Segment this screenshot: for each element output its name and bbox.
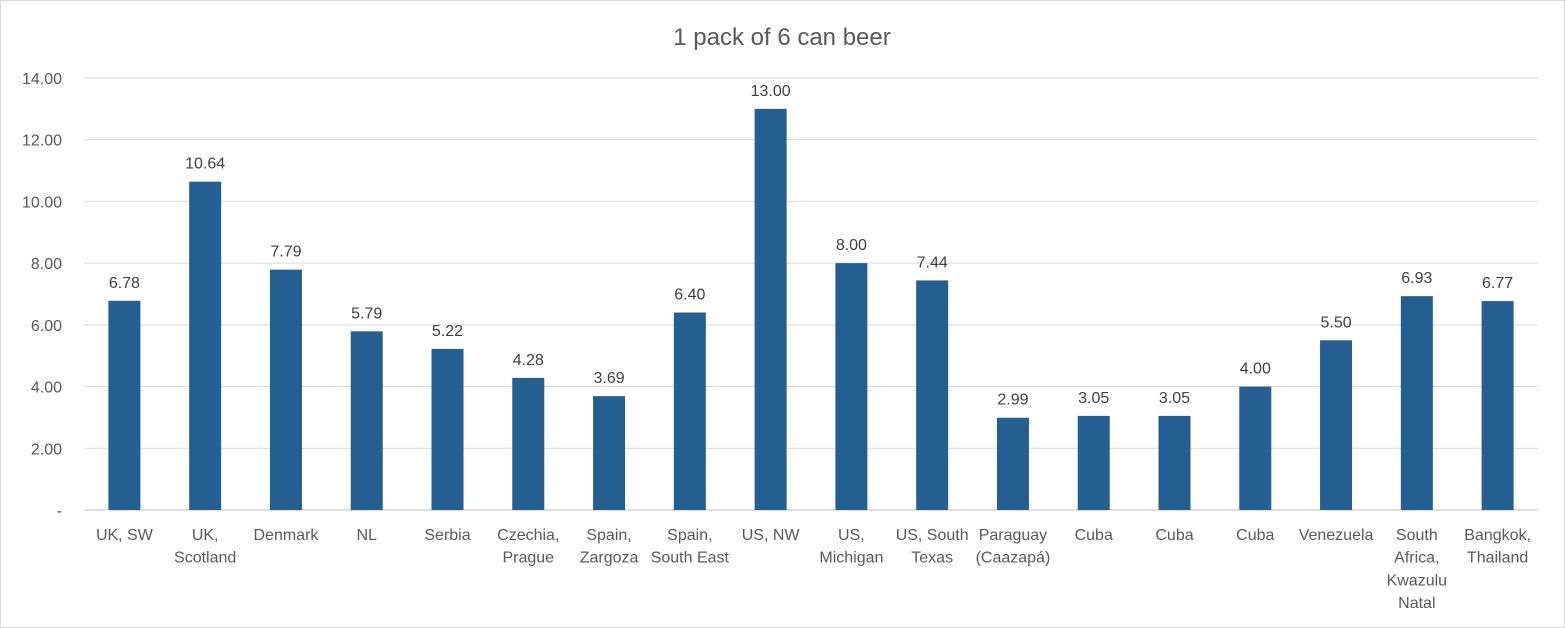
data-label: 5.79 — [351, 305, 382, 322]
bar — [916, 280, 949, 510]
x-tick-label: US, South Texas — [896, 527, 969, 567]
bar — [1239, 386, 1272, 510]
gridlines — [84, 77, 1538, 511]
x-tick-label: UK, SW — [96, 527, 154, 544]
data-label: 13.00 — [751, 83, 791, 100]
y-tick-label: 14.00 — [22, 71, 62, 88]
bar — [1320, 340, 1353, 510]
data-label: 7.79 — [270, 244, 301, 261]
x-tick-label-line: Scotland — [174, 550, 236, 567]
bar — [1077, 415, 1110, 510]
x-tick-label: NL — [356, 527, 377, 544]
bar — [754, 108, 787, 510]
x-tick-label: Cuba — [1155, 527, 1193, 544]
x-tick-label-line: Cuba — [1236, 527, 1274, 544]
y-tick-label: 12.00 — [22, 133, 62, 150]
x-tick-label-line: Zargoza — [580, 550, 639, 567]
y-tick-label: 2.00 — [31, 441, 62, 458]
x-tick-label-line: Venezuela — [1299, 527, 1374, 544]
bar — [1158, 415, 1191, 510]
x-tick-label-line: South East — [651, 550, 730, 567]
x-tick-label-line: NL — [356, 527, 377, 544]
bar — [1400, 296, 1433, 510]
x-tick-label-line: UK, — [192, 527, 219, 544]
x-tick-label: Cuba — [1236, 527, 1274, 544]
x-tick-label-line: Paraguay — [979, 527, 1048, 544]
x-tick-label: Denmark — [253, 527, 319, 544]
y-axis-ticks: - 2.00 4.00 6.00 8.00 10.00 12.00 14.00 — [22, 71, 62, 520]
x-tick-label: Venezuela — [1299, 527, 1374, 544]
bar — [835, 263, 868, 510]
bar — [1481, 301, 1514, 510]
bar — [431, 348, 464, 510]
data-label: 3.05 — [1159, 390, 1190, 407]
bars — [108, 108, 1514, 510]
bar — [673, 312, 706, 510]
x-tick-label-line: Serbia — [424, 527, 470, 544]
x-tick-label: Spain, South East — [651, 527, 730, 567]
bar — [350, 331, 383, 510]
x-tick-label: South Africa, Kwazulu Natal — [1387, 527, 1447, 612]
data-labels: 6.78 10.64 7.79 5.79 5.22 4.28 3.69 6.40 13.00 8.… — [109, 83, 1513, 409]
x-tick-label: Czechia, Prague — [497, 527, 559, 567]
y-tick-label: 10.00 — [22, 194, 62, 211]
x-tick-label-line: Africa, — [1394, 550, 1439, 567]
x-tick-label-line: Texas — [911, 550, 953, 567]
x-tick-label-line: Spain, — [667, 527, 712, 544]
x-tick-label-line: Cuba — [1155, 527, 1193, 544]
x-tick-label: Cuba — [1075, 527, 1113, 544]
x-tick-label-line: (Caazapá) — [976, 550, 1051, 567]
x-tick-label-line: Denmark — [253, 527, 319, 544]
bar — [108, 300, 141, 510]
x-tick-label-line: South — [1396, 527, 1438, 544]
data-label: 4.00 — [1240, 361, 1271, 378]
x-tick-label-line: Natal — [1398, 595, 1435, 612]
bar — [189, 181, 222, 510]
bar — [996, 417, 1029, 510]
y-tick-label: - — [57, 503, 62, 520]
x-tick-label-line: Cuba — [1075, 527, 1113, 544]
x-tick-label: US, NW — [742, 527, 801, 544]
data-label: 3.05 — [1078, 390, 1109, 407]
data-label: 8.00 — [836, 237, 867, 254]
x-tick-label-line: US, NW — [742, 527, 801, 544]
x-tick-label-line: Czechia, — [497, 527, 559, 544]
x-tick-label-line: Michigan — [819, 550, 883, 567]
data-label: 3.69 — [593, 370, 624, 387]
x-tick-label: Spain, Zargoza — [580, 527, 639, 567]
y-tick-label: 8.00 — [31, 256, 62, 273]
x-tick-label-line: Thailand — [1467, 550, 1528, 567]
x-tick-label: Serbia — [424, 527, 470, 544]
y-tick-label: 6.00 — [31, 318, 62, 335]
x-tick-label: Bangkok, Thailand — [1464, 527, 1531, 567]
x-tick-label: UK, Scotland — [174, 527, 236, 567]
chart-title: 1 pack of 6 can beer — [673, 24, 890, 51]
data-label: 6.93 — [1401, 270, 1432, 287]
bar — [269, 269, 302, 510]
x-tick-label-line: US, — [838, 527, 865, 544]
x-tick-label-line: Prague — [502, 550, 554, 567]
data-label: 5.22 — [432, 323, 463, 340]
x-tick-label: Paraguay (Caazapá) — [976, 527, 1051, 567]
x-tick-label: US, Michigan — [819, 527, 883, 567]
bar — [512, 377, 545, 510]
data-label: 2.99 — [997, 392, 1028, 409]
x-tick-label-line: UK, SW — [96, 527, 154, 544]
x-tick-label-line: Spain, — [586, 527, 631, 544]
data-label: 4.28 — [513, 352, 544, 369]
bar — [593, 396, 626, 510]
data-label: 6.77 — [1482, 275, 1513, 292]
x-axis-ticks: UK, SW UK, Scotland Denmark NL Serbia Czechia,… — [96, 527, 1531, 612]
y-tick-label: 4.00 — [31, 380, 62, 397]
x-tick-label-line: US, South — [896, 527, 969, 544]
data-label: 5.50 — [1320, 314, 1351, 331]
data-label: 6.78 — [109, 275, 140, 292]
data-label: 10.64 — [185, 156, 225, 173]
data-label: 7.44 — [917, 254, 948, 271]
x-tick-label-line: Kwazulu — [1387, 572, 1447, 589]
data-label: 6.40 — [674, 287, 705, 304]
x-tick-label-line: Bangkok, — [1464, 527, 1531, 544]
